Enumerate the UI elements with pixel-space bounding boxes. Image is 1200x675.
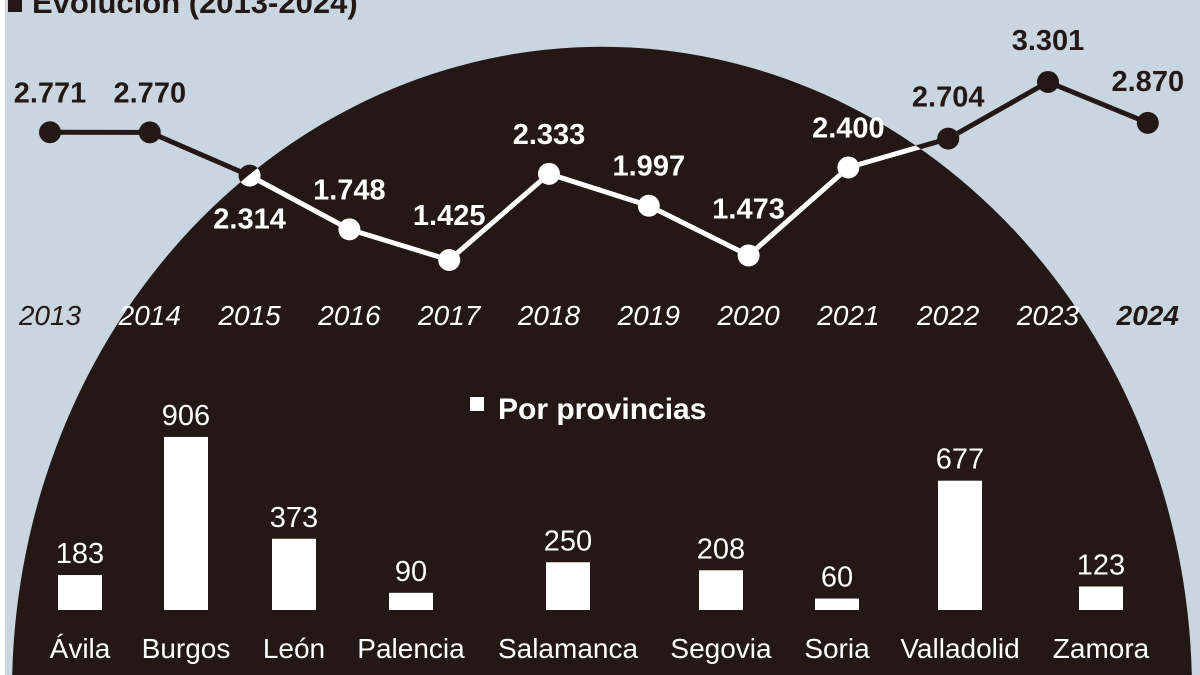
- data-point-inner: [338, 218, 361, 241]
- category-label: Soria: [804, 633, 870, 664]
- x-tick-label: 2019: [617, 300, 680, 331]
- bar: [938, 480, 982, 610]
- data-point-inner: [438, 249, 461, 271]
- bar: [546, 562, 590, 610]
- x-tick-label: 2014: [118, 300, 181, 331]
- x-tick-label: 2018: [517, 300, 581, 331]
- bar-value-label: 208: [697, 533, 745, 565]
- data-label: 2.870: [1112, 66, 1185, 98]
- x-tick-label: 2016: [317, 300, 381, 331]
- category-label: Zamora: [1053, 633, 1150, 664]
- category-label: Ávila: [50, 633, 111, 664]
- bar: [1079, 586, 1123, 610]
- data-point-inner: [837, 156, 860, 179]
- bar: [272, 538, 316, 610]
- data-label: 2.400: [812, 112, 885, 144]
- data-point: [39, 121, 61, 144]
- data-label: 2.704: [912, 82, 985, 114]
- left-border: [0, 0, 5, 675]
- category-label: Segovia: [670, 633, 772, 664]
- category-label: Valladolid: [900, 633, 1019, 664]
- line-title-marker: [8, 0, 22, 12]
- x-tick-label: 2015: [217, 300, 281, 331]
- bar-value-label: 250: [544, 525, 592, 557]
- data-label: 2.314: [213, 204, 286, 236]
- bar-value-label: 90: [395, 556, 427, 588]
- bar: [815, 598, 859, 610]
- x-tick-label: 2022: [916, 300, 980, 331]
- bar-value-label: 183: [56, 538, 104, 570]
- bar-value-label: 60: [821, 562, 853, 594]
- data-point: [937, 127, 960, 150]
- bar-value-label: 373: [270, 502, 318, 534]
- x-tick-label: 2013: [18, 300, 82, 331]
- data-label: 2.771: [14, 77, 87, 109]
- data-label: 1.425: [413, 200, 486, 232]
- x-tick-label: 2024: [1116, 300, 1180, 331]
- data-point-inner: [737, 244, 760, 267]
- x-tick-label: 2017: [417, 300, 482, 331]
- bar-value-label: 123: [1077, 550, 1125, 582]
- bar: [164, 436, 208, 610]
- data-label: 1.997: [613, 151, 686, 183]
- data-point-inner: [637, 194, 660, 217]
- data-point: [138, 121, 161, 144]
- category-label: Salamanca: [498, 633, 639, 664]
- x-tick-label: 2020: [716, 300, 780, 331]
- line-chart-title: Evolución (2013-2024): [32, 0, 358, 20]
- category-label: León: [263, 633, 325, 664]
- bar: [58, 575, 102, 610]
- x-tick-label: 2021: [816, 300, 879, 331]
- bar-title-marker: [470, 397, 484, 411]
- bar: [699, 570, 743, 610]
- category-label: Palencia: [357, 633, 465, 664]
- data-point: [1136, 111, 1159, 134]
- data-label: 2.770: [114, 77, 187, 109]
- category-label: Burgos: [142, 633, 231, 664]
- bar-value-label: 677: [936, 444, 984, 476]
- data-point: [1037, 70, 1059, 93]
- bar-chart-title: Por provincias: [498, 393, 706, 426]
- bar-value-label: 906: [162, 400, 210, 432]
- data-label: 2.333: [513, 119, 586, 151]
- data-label: 1.748: [313, 174, 386, 206]
- data-label: 1.473: [712, 193, 785, 225]
- x-tick-label: 2023: [1016, 300, 1080, 331]
- bar: [389, 592, 433, 610]
- data-label: 3.301: [1012, 25, 1085, 57]
- data-point-inner: [538, 162, 560, 185]
